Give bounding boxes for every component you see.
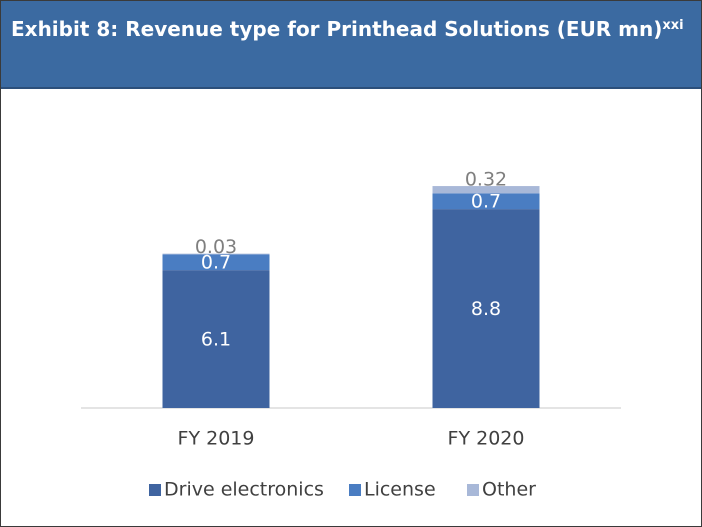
data-label: 6.1 (201, 329, 231, 351)
bar-segment (432, 209, 540, 408)
bar-segment (432, 193, 540, 210)
title-superscript: xxi (662, 18, 684, 33)
legend-swatch (467, 484, 479, 496)
data-label: 0.03 (195, 236, 237, 258)
bar-segment (162, 253, 270, 255)
x-tick-label: FY 2019 (178, 428, 255, 450)
data-label: 8.8 (471, 298, 501, 320)
data-label: 0.7 (201, 252, 231, 274)
data-label: 0.32 (465, 169, 507, 191)
bar-segment (162, 254, 270, 271)
data-label: 0.7 (471, 191, 501, 213)
bar-segment (162, 270, 270, 408)
legend-swatch (349, 484, 361, 496)
legend-swatch (149, 484, 161, 496)
legend-label: Other (482, 479, 536, 501)
header: Exhibit 8: Revenue type for Printhead So… (1, 1, 701, 89)
legend-label: License (364, 479, 436, 501)
legend-label: Drive electronics (164, 479, 324, 501)
chart-title: Exhibit 8: Revenue type for Printhead So… (11, 17, 663, 41)
bar-segment (432, 186, 540, 194)
x-tick-label: FY 2020 (448, 428, 525, 450)
